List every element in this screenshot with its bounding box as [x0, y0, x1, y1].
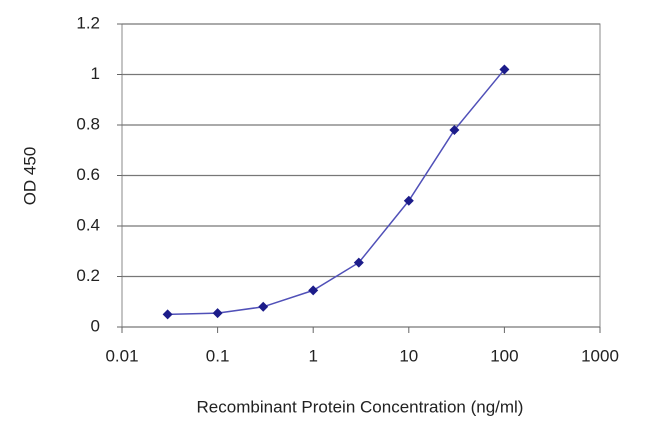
data-point	[162, 309, 173, 320]
y-tick-label: 0.8	[76, 114, 100, 133]
data-line	[167, 68, 505, 316]
y-tick-label: 0.6	[76, 165, 100, 184]
data-point	[212, 308, 223, 319]
data-point	[308, 285, 319, 296]
x-tick-label: 0.1	[206, 346, 230, 365]
x-tick-label: 1	[308, 346, 317, 365]
y-tick-label: 1	[91, 64, 100, 83]
y-tick-label: 0.4	[76, 215, 100, 234]
data-point	[403, 195, 414, 206]
data-point	[258, 301, 269, 312]
data-point	[353, 257, 364, 268]
y-tick-label: 1.2	[76, 13, 100, 32]
y-tick-label: 0	[91, 316, 100, 335]
y-tick-label: 0.2	[76, 266, 100, 285]
x-tick-label: 100	[490, 346, 518, 365]
x-axis-title: Recombinant Protein Concentration (ng/ml…	[197, 397, 524, 416]
x-tick-label: 0.01	[105, 346, 138, 365]
data-point	[449, 125, 460, 136]
x-tick-label: 10	[399, 346, 418, 365]
x-tick-label: 1000	[581, 346, 619, 365]
y-axis-title: OD 450	[20, 147, 39, 206]
data-point	[499, 64, 510, 75]
